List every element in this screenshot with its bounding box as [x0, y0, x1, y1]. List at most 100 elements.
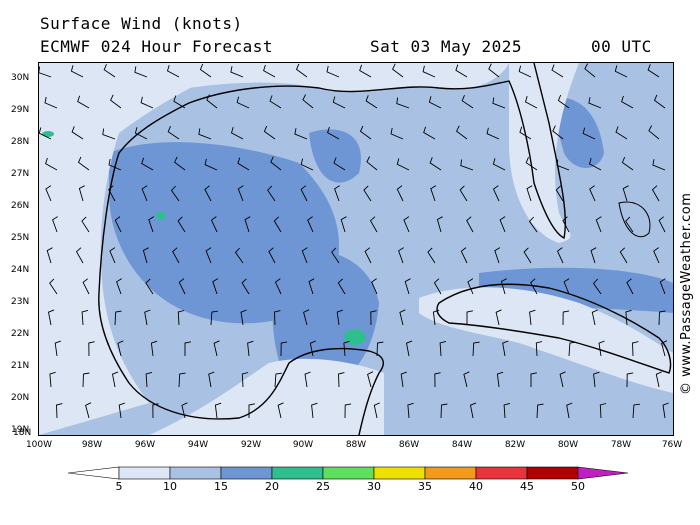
legend-tick-label: 25	[316, 480, 330, 493]
wind-barb	[178, 372, 186, 388]
legend-color-cell	[118, 466, 171, 480]
wind-barb	[241, 278, 250, 295]
lat-label: 25N	[11, 233, 30, 243]
wind-barb	[422, 65, 436, 78]
lat-label: 26N	[11, 201, 30, 211]
wind-barb	[213, 340, 220, 357]
legend-tick-label: 35	[418, 480, 432, 493]
wind-barb	[430, 185, 437, 202]
wind-barb	[519, 126, 532, 140]
wind-barb	[88, 341, 95, 357]
land-cuba	[419, 287, 673, 393]
coastline-north-gulf	[98, 63, 567, 294]
wind-barb	[300, 158, 314, 171]
wind-barb	[39, 66, 52, 78]
land-us-gulf-coast	[99, 63, 509, 133]
lat-label: 20N	[11, 393, 30, 403]
wind-barb	[237, 185, 244, 202]
wind-barb	[428, 96, 442, 109]
wind-barb	[488, 63, 500, 78]
wind-barb	[661, 340, 668, 357]
wind-barb	[177, 216, 186, 233]
wind-barb	[332, 96, 346, 109]
wind-barb	[77, 95, 90, 109]
wind-barb	[178, 278, 186, 295]
wind-barb	[212, 278, 219, 295]
wind-barb	[210, 216, 218, 233]
wind-barb	[499, 216, 506, 233]
wind-barb	[436, 216, 443, 233]
wind-barb	[619, 247, 628, 264]
wind-barb	[214, 402, 222, 419]
wind-barb	[78, 185, 85, 202]
wind-barb	[467, 278, 474, 295]
wind-barb	[551, 64, 564, 78]
legend-tick-label: 5	[115, 480, 123, 493]
wind-barb	[492, 185, 500, 202]
wind-barb	[47, 309, 55, 326]
wind-barb	[248, 403, 255, 418]
wind-barb	[582, 127, 596, 140]
wind-barb	[172, 247, 180, 264]
legend-tick-label: 30	[367, 480, 381, 493]
wind-barb	[614, 65, 628, 78]
wind-barb	[367, 371, 374, 388]
wind-barb	[459, 185, 468, 202]
wind-barb	[102, 128, 116, 140]
wind-map	[38, 62, 674, 436]
wind-barb	[494, 247, 501, 264]
wind-barb	[559, 371, 566, 388]
legend-color-cell	[475, 466, 528, 480]
wind-barb	[327, 126, 340, 140]
wind-barb	[49, 278, 58, 295]
wind-barb	[556, 159, 570, 171]
wind-barb	[615, 126, 628, 140]
wind-barb	[110, 94, 122, 109]
legend-color-cell	[169, 466, 222, 480]
wind-barb	[170, 185, 180, 202]
wind-barb	[523, 247, 532, 264]
wind-barb	[469, 402, 477, 419]
wind-barbs	[39, 63, 669, 419]
lon-label: 100W	[25, 440, 53, 450]
wind-barb	[651, 185, 660, 202]
wind-barb	[56, 403, 63, 419]
wind-barb	[230, 126, 244, 140]
wind-barb	[142, 247, 149, 264]
wind-barb	[273, 216, 282, 233]
wind-barb	[466, 310, 473, 325]
wind-barb	[500, 278, 507, 295]
wind-barb	[590, 247, 597, 264]
wind-barb	[568, 341, 576, 357]
wind-barb	[114, 310, 122, 326]
wind-barb	[529, 309, 536, 326]
credit-text: © www.PassageWeather.com	[679, 192, 694, 395]
wind-barb	[343, 340, 350, 357]
wind-barb	[114, 216, 122, 233]
wind-barb	[592, 278, 602, 295]
forecast-date: Sat 03 May 2025	[370, 37, 522, 56]
map-title: Surface Wind (knots)	[40, 14, 243, 33]
wind-barb	[204, 158, 218, 171]
wind-barb	[625, 309, 632, 326]
wind-barb	[626, 278, 634, 295]
wind-barb	[117, 340, 124, 357]
wind-barb	[456, 125, 468, 140]
wind-barb	[591, 309, 598, 326]
lat-label: 30N	[11, 73, 30, 83]
wind-max-texas	[42, 131, 54, 137]
wind-barb	[429, 157, 442, 171]
wind-barb	[236, 96, 250, 109]
wind-barb	[44, 96, 58, 109]
wind-barb	[363, 185, 372, 202]
wind-barb	[108, 185, 116, 202]
wind-barb	[118, 402, 125, 419]
lon-label: 80W	[557, 440, 579, 450]
wind-barb	[492, 97, 506, 109]
wind-map-canvas	[39, 63, 673, 435]
wind-barb	[562, 216, 570, 233]
wind-barb	[366, 156, 378, 171]
wind-zone-yucatan	[272, 249, 379, 389]
wind-barb	[432, 309, 440, 326]
wind-barb	[295, 63, 308, 78]
